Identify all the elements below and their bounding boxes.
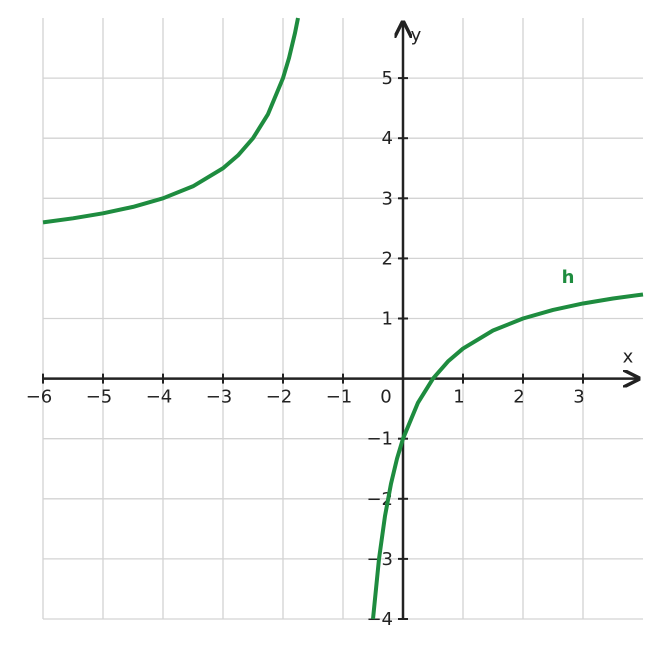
y-tick-label: −1 xyxy=(366,429,393,450)
curve xyxy=(42,17,644,620)
x-tick-label: −3 xyxy=(206,387,233,408)
x-axis-label: x xyxy=(623,347,634,368)
series-label: h xyxy=(562,267,575,288)
x-tick-label: −2 xyxy=(266,387,293,408)
y-tick-label: 3 xyxy=(382,188,393,209)
x-tick-label: 0 xyxy=(380,387,391,408)
x-tick-label: 2 xyxy=(513,387,524,408)
x-tick-label: −1 xyxy=(326,387,353,408)
y-tick-label: 1 xyxy=(382,309,393,330)
x-tick-label: −4 xyxy=(146,387,173,408)
y-tick-label: −4 xyxy=(366,609,393,630)
y-tick-label: 2 xyxy=(382,248,393,269)
y-tick-label: 4 xyxy=(382,128,393,149)
x-tick-label: 3 xyxy=(573,387,584,408)
x-tick-label: 1 xyxy=(453,387,464,408)
x-tick-label: −6 xyxy=(26,387,53,408)
x-tick-label: −5 xyxy=(86,387,113,408)
y-tick-label: 5 xyxy=(382,68,393,89)
y-axis-label: y xyxy=(411,25,422,46)
